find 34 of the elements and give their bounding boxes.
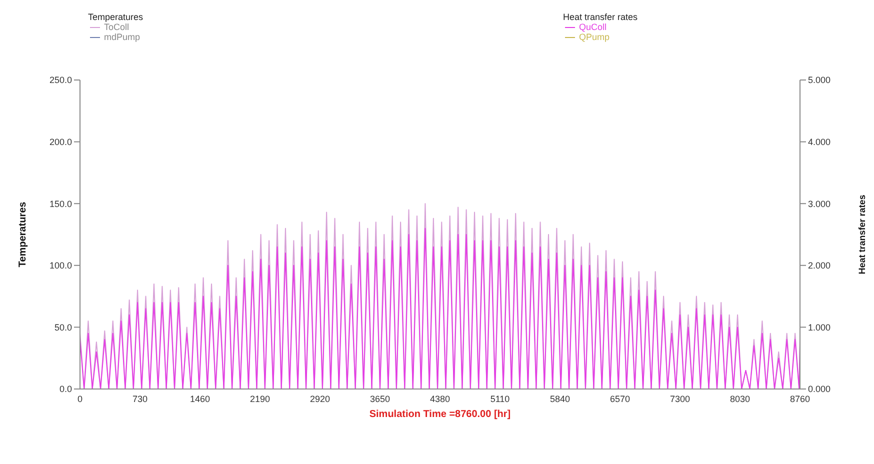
x-tick-label: 6570 — [610, 394, 630, 404]
y-tick-label: 50.0 — [54, 322, 72, 332]
x-tick-label: 5840 — [550, 394, 570, 404]
y-tick-label: 100.0 — [49, 260, 72, 271]
x-tick-label: 5110 — [490, 394, 510, 404]
y-tick-label: 200.0 — [49, 136, 72, 147]
y2-tick-label: 0.000 — [808, 384, 831, 394]
x-tick-label: 8030 — [730, 394, 750, 404]
y-tick-label: 150.0 — [49, 198, 72, 209]
text: Heat transfer rates — [563, 12, 638, 22]
x-tick-label: 0 — [77, 394, 83, 404]
x-tick-label: 8760 — [790, 394, 810, 404]
legend-label: ToColl — [104, 22, 130, 32]
y2-axis-title: Heat transfer rates — [857, 194, 868, 274]
x-tick-label: 7300 — [670, 394, 690, 404]
x-tick-label: 730 — [132, 394, 148, 404]
x-tick-label: 3650 — [370, 394, 390, 404]
y-tick-label: 0.0 — [59, 384, 72, 394]
y2-tick-label: 2.000 — [808, 260, 831, 271]
x-tick-label: 4380 — [430, 394, 450, 404]
y2-tick-label: 4.000 — [808, 136, 831, 147]
y2-tick-label: 1.000 — [808, 322, 831, 332]
x-tick-label: 2920 — [310, 394, 330, 404]
y2-tick-label: 5.000 — [808, 75, 831, 86]
legend-label: QPump — [579, 32, 610, 42]
legend-label: QuColl — [579, 22, 607, 32]
text: Temperatures — [88, 12, 144, 22]
x-tick-label: 1460 — [190, 394, 210, 404]
legend-label: mdPump — [104, 32, 140, 42]
y-axis-title: Temperatures — [18, 201, 29, 268]
y2-tick-label: 3.000 — [808, 198, 831, 209]
x-axis-title: Simulation Time =8760.00 [hr] — [369, 409, 511, 420]
y-tick-label: 250.0 — [49, 75, 72, 86]
x-tick-label: 2190 — [250, 394, 270, 404]
